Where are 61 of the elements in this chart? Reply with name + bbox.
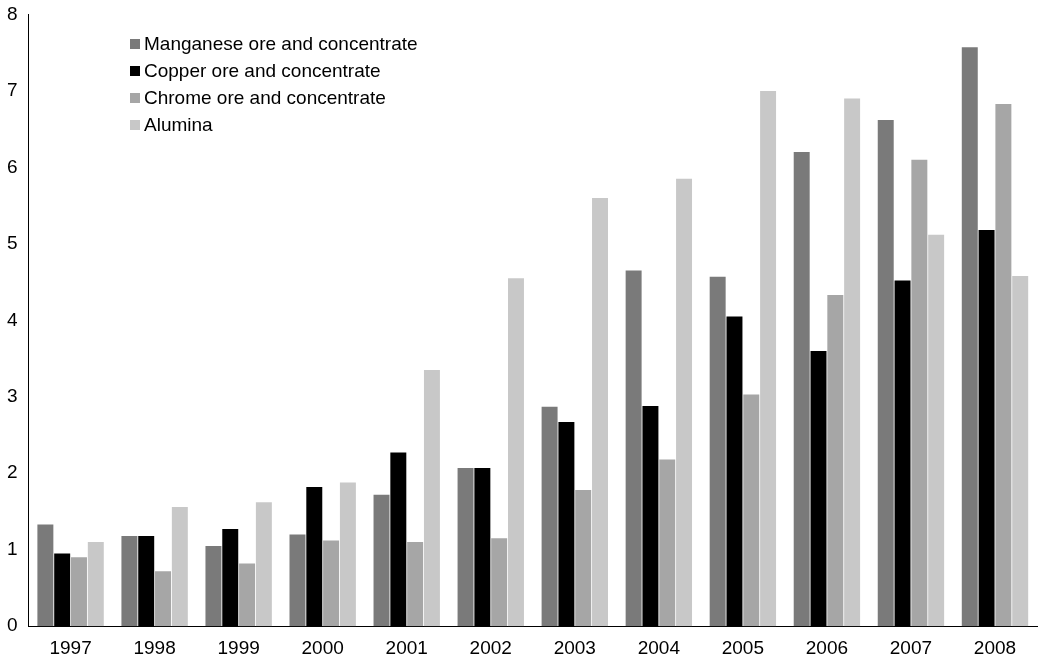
- bar: [541, 406, 558, 627]
- legend-label: Chrome ore and concentrate: [144, 86, 386, 110]
- bar: [575, 490, 592, 627]
- bar: [407, 542, 424, 627]
- bar: [827, 295, 844, 627]
- y-tick-label: 2: [6, 461, 18, 483]
- bar: [37, 524, 54, 627]
- x-tick-label: 2003: [553, 636, 596, 658]
- y-tick-label: 5: [6, 232, 18, 254]
- bar: [709, 276, 726, 627]
- bar: [592, 197, 608, 627]
- x-tick-label: 2004: [637, 636, 681, 658]
- bar: [961, 47, 978, 627]
- bar: [87, 542, 104, 627]
- x-tick-label: 1998: [133, 636, 176, 658]
- bar: [760, 90, 777, 627]
- x-tick-label: 2001: [385, 636, 428, 658]
- bar: [239, 563, 256, 627]
- bar: [121, 535, 138, 627]
- y-tick-label: 7: [6, 79, 18, 101]
- bar: [995, 103, 1012, 627]
- bar: [71, 557, 87, 627]
- bar: [323, 540, 340, 627]
- bar: [743, 394, 760, 627]
- bar: [339, 482, 356, 627]
- legend-label: Alumina: [144, 113, 213, 137]
- y-tick-label: 8: [6, 2, 18, 24]
- legend-label: Copper ore and concentrate: [144, 59, 381, 83]
- y-tick-label: 0: [6, 614, 18, 636]
- bar: [205, 545, 222, 627]
- bar: [1012, 275, 1029, 627]
- bar: [373, 494, 390, 627]
- bar: [491, 538, 508, 627]
- bar: [911, 159, 928, 627]
- bar: [457, 467, 474, 627]
- x-tick-label: 2008: [973, 636, 1017, 658]
- bar: [423, 370, 440, 627]
- bar: [793, 152, 810, 627]
- x-tick-label: 2006: [805, 636, 849, 658]
- bar: [507, 278, 524, 627]
- x-tick-label: 1999: [217, 636, 260, 658]
- bar: [289, 534, 306, 627]
- bar: [625, 270, 642, 627]
- x-tick-label: 1997: [49, 636, 92, 658]
- x-tick-label: 2002: [469, 636, 512, 658]
- bar: [659, 459, 676, 627]
- bar: [844, 98, 861, 627]
- x-tick-label: 2007: [889, 636, 933, 658]
- y-tick-label: 4: [6, 308, 18, 330]
- y-tick-label: 3: [6, 385, 18, 407]
- x-tick-label: 2000: [301, 636, 344, 658]
- bar: [676, 178, 693, 627]
- bar: [928, 234, 945, 627]
- bar: [155, 571, 172, 627]
- x-tick-label: 2005: [721, 636, 765, 658]
- y-tick-label: 6: [6, 155, 18, 177]
- y-tick-label: 1: [6, 537, 18, 559]
- legend-label: Manganese ore and concentrate: [144, 32, 418, 56]
- bar: [171, 506, 188, 627]
- bar: [877, 119, 894, 627]
- bar: [255, 502, 272, 627]
